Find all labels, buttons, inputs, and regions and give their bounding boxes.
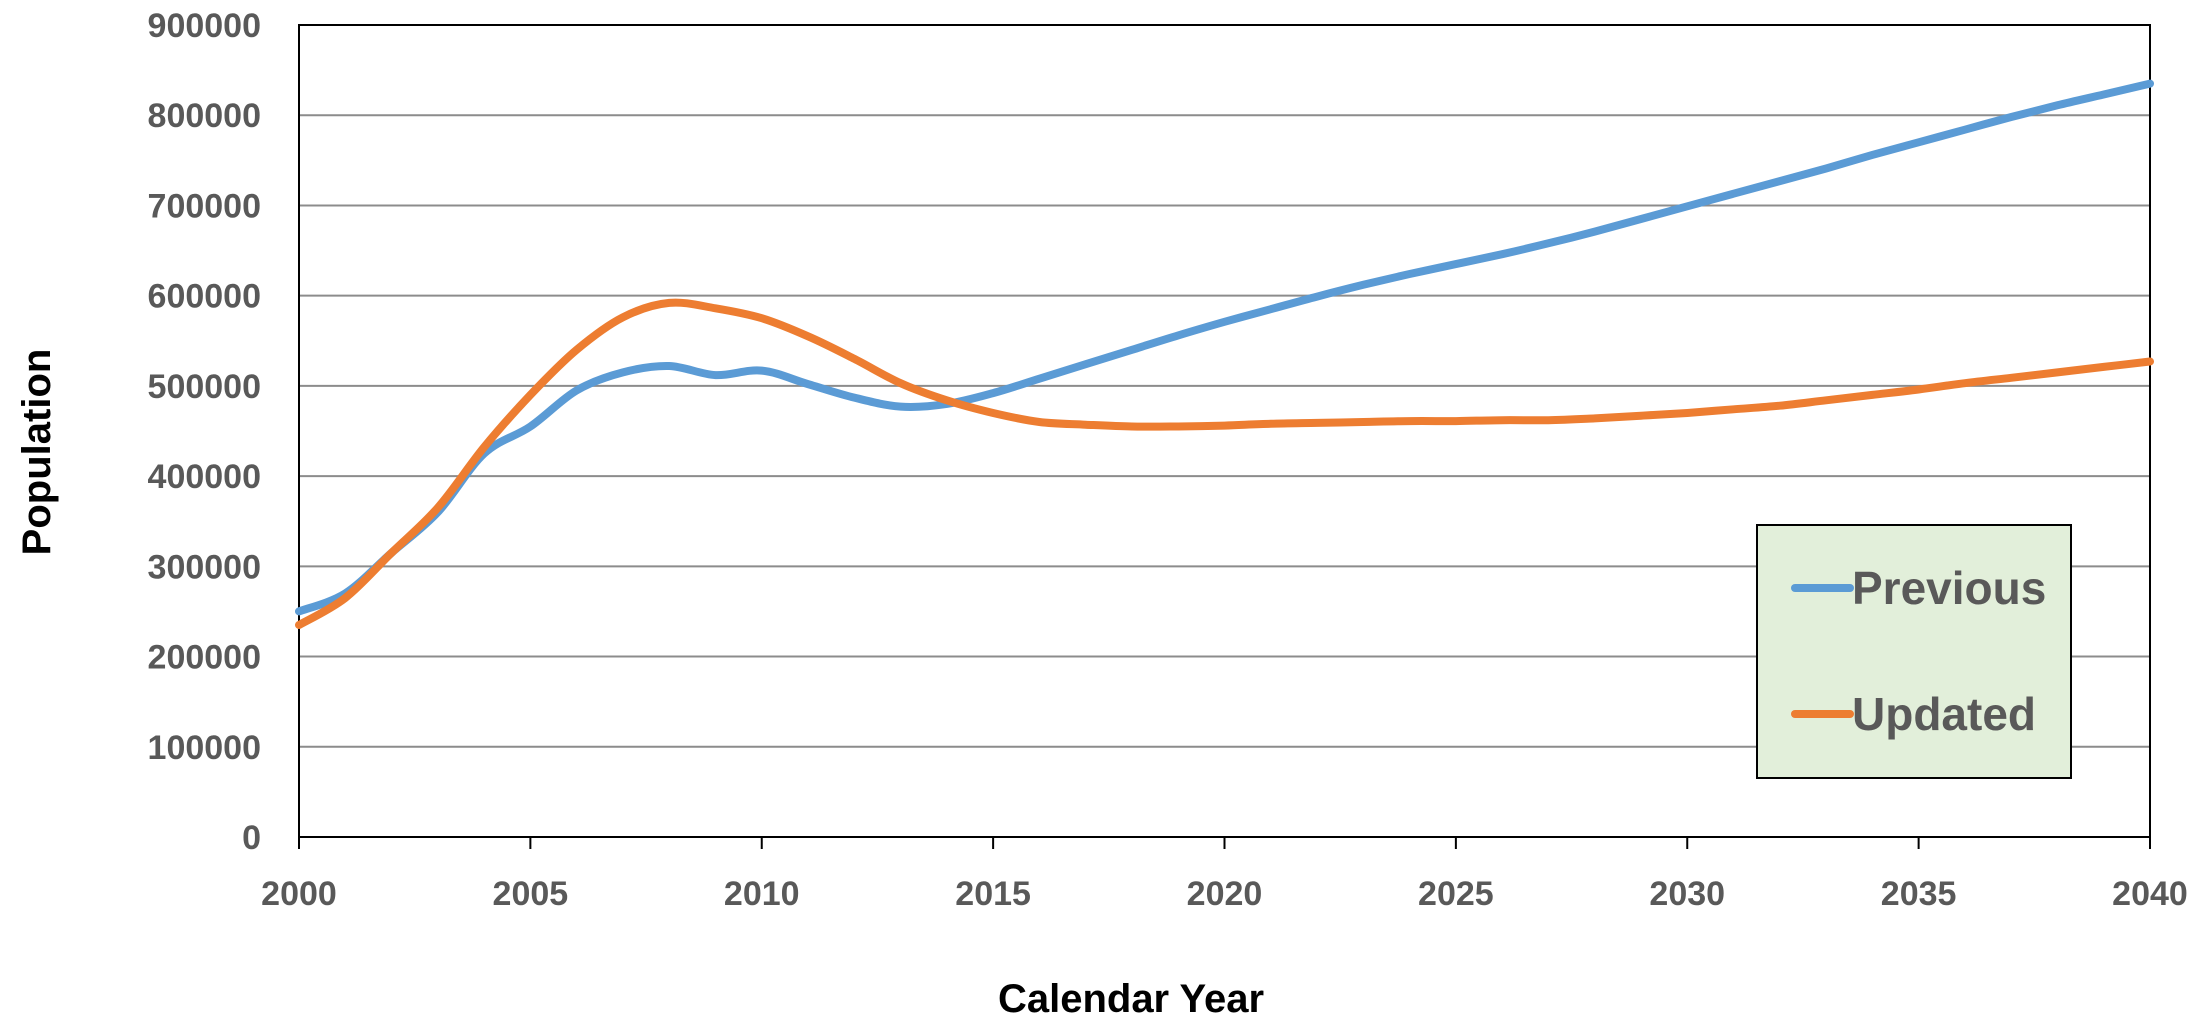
x-axis-tick-labels: 2000 2005 2010 2015 2020 2025 2030 2035 2040 bbox=[261, 875, 2188, 913]
y-tick-label: 100000 bbox=[148, 729, 261, 767]
legend: Previous Updated bbox=[1756, 524, 2072, 779]
y-tick-label: 800000 bbox=[148, 97, 261, 135]
x-tick-label: 2030 bbox=[1649, 875, 1725, 913]
x-tick-label: 2005 bbox=[493, 875, 569, 913]
y-axis-title: Population bbox=[15, 349, 59, 556]
y-tick-label: 400000 bbox=[148, 458, 261, 496]
y-tick-label: 900000 bbox=[148, 7, 261, 45]
y-tick-label: 300000 bbox=[148, 548, 261, 586]
series-line-previous bbox=[295, 79, 2154, 616]
x-axis-ticks bbox=[298, 837, 2151, 849]
x-tick-label: 2000 bbox=[261, 875, 337, 913]
y-axis-tick-labels: 0 100000 200000 300000 400000 500000 600000 700… bbox=[148, 7, 261, 857]
legend-label-previous: Previous bbox=[1852, 562, 2046, 614]
x-tick-label: 2040 bbox=[2112, 875, 2188, 913]
x-tick-label: 2035 bbox=[1881, 875, 1957, 913]
y-tick-label: 200000 bbox=[148, 639, 261, 677]
x-tick-label: 2010 bbox=[724, 875, 800, 913]
y-tick-label: 500000 bbox=[148, 368, 261, 406]
legend-box bbox=[1756, 524, 2072, 779]
x-tick-label: 2020 bbox=[1187, 875, 1263, 913]
legend-label-updated: Updated bbox=[1852, 688, 2036, 740]
gridlines bbox=[299, 114, 2150, 748]
x-tick-label: 2015 bbox=[955, 875, 1031, 913]
series-lines bbox=[295, 79, 2154, 629]
x-axis-title: Calendar Year bbox=[998, 977, 1264, 1021]
y-tick-label: 600000 bbox=[148, 278, 261, 316]
y-tick-label: 700000 bbox=[148, 187, 261, 225]
series-line-updated bbox=[295, 298, 2154, 629]
x-tick-label: 2025 bbox=[1418, 875, 1494, 913]
y-tick-label: 0 bbox=[242, 819, 261, 857]
